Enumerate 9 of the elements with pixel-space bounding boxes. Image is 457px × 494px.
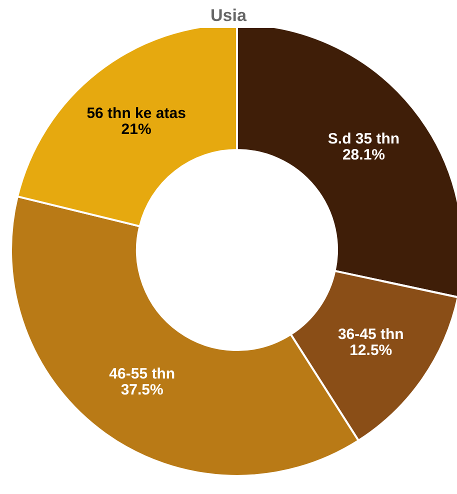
slice-label: 36-45 thn [338,326,404,343]
data-label: 37.5% [120,382,164,399]
data-label: 12.5% [350,342,392,359]
chart-title: Usia [210,5,248,27]
data-label: 28.1% [342,146,386,164]
slice-label: 46-55 thn [109,366,176,383]
slice-label: S.d 35 thn [328,130,400,148]
data-label: 21% [121,120,152,138]
slice-label: 56 thn ke atas [86,104,186,122]
